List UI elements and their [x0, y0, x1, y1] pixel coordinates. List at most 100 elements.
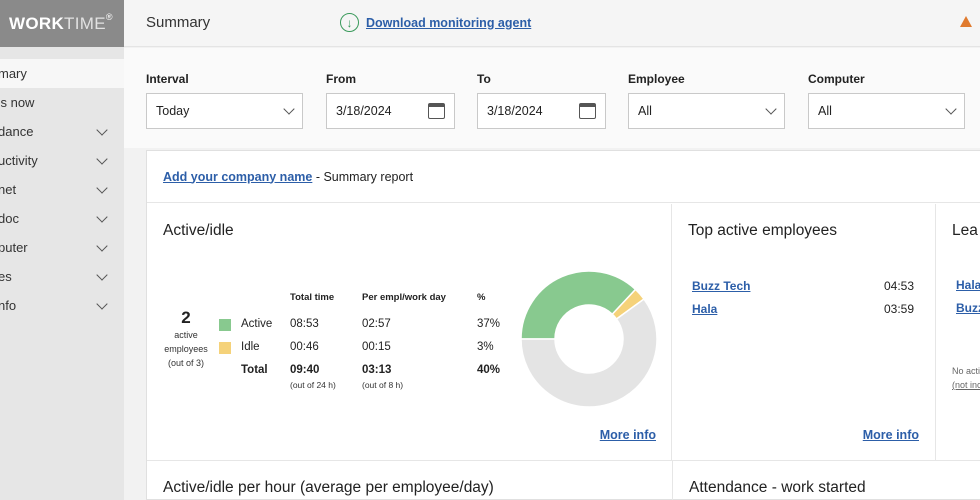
- idle-total: 00:46: [290, 341, 319, 353]
- download-agent-link[interactable]: ↓ Download monitoring agent: [340, 13, 531, 32]
- active-employees-line3: (out of 3): [167, 358, 205, 368]
- least-note-line2: (not inc: [952, 380, 980, 390]
- from-filter: From 3/18/2024: [326, 72, 455, 129]
- sidebar-item-productivity[interactable]: uctivity: [0, 146, 124, 175]
- sidebar-item-summary[interactable]: mary: [0, 59, 124, 88]
- active-idle-per-hour-title: Active/idle per hour (average per employ…: [163, 479, 494, 496]
- computer-label: Computer: [808, 72, 865, 86]
- logo-bar: WORKTIME®: [0, 0, 124, 47]
- logo-light: TIME: [64, 13, 106, 33]
- add-company-name-link[interactable]: Add your company name: [163, 169, 313, 184]
- least-active-list: Hala Buzz: [956, 274, 980, 320]
- top-active-title: Top active employees: [688, 222, 838, 239]
- least-note-line1: No acti: [952, 366, 980, 376]
- chevron-down-icon: [96, 181, 108, 194]
- employee-label: Employee: [628, 72, 685, 86]
- interval-filter: Interval Today: [146, 72, 303, 129]
- employee-link[interactable]: Hala: [956, 278, 980, 292]
- employee-value: All: [638, 104, 652, 118]
- chevron-down-icon: [283, 103, 295, 115]
- employee-time: 03:59: [883, 301, 914, 316]
- employee-select[interactable]: All: [628, 93, 785, 129]
- idle-per: 00:15: [362, 341, 391, 353]
- divider: [147, 460, 980, 461]
- filters-bar: Interval Today From 3/18/2024 To 3/18/20…: [124, 48, 980, 148]
- summary-report: Add your company name - Summary report A…: [146, 150, 980, 500]
- least-active-panel: Lea Hala Buzz No acti (not inc: [936, 204, 980, 460]
- to-date-input[interactable]: 3/18/2024: [477, 93, 606, 129]
- idle-swatch: [219, 342, 231, 354]
- total-total: 09:40: [290, 364, 320, 376]
- attendance-work-started-title: Attendance - work started: [689, 479, 866, 496]
- employee-link[interactable]: Buzz: [956, 301, 980, 315]
- header-per-empl: Per empl/work day: [362, 292, 446, 303]
- download-circle-icon: ↓: [340, 13, 359, 32]
- header-pct: %: [477, 292, 486, 303]
- interval-label: Interval: [146, 72, 189, 86]
- active-swatch: [219, 319, 231, 331]
- active-idle-more-info-link[interactable]: More info: [599, 428, 656, 442]
- active-per: 02:57: [362, 318, 391, 330]
- to-value: 3/18/2024: [487, 104, 543, 118]
- computer-select[interactable]: All: [808, 93, 965, 129]
- least-active-title: Lea: [952, 222, 978, 239]
- top-active-panel: Top active employees Buzz Tech 04:53 Hal…: [672, 204, 936, 460]
- chevron-down-icon: [96, 297, 108, 310]
- chevron-down-icon: [945, 103, 957, 115]
- sidebar-item-label: net: [0, 182, 17, 197]
- interval-select[interactable]: Today: [146, 93, 303, 129]
- sidebar-item-label: puter: [0, 240, 28, 255]
- sidebar-item-label: mary: [0, 66, 27, 81]
- employee-time: 04:53: [883, 278, 914, 293]
- least-active-note: No acti (not inc: [952, 364, 980, 392]
- header: Summary ↓ Download monitoring agent: [124, 0, 980, 47]
- sidebar-item-label: uctivity: [0, 153, 38, 168]
- report-header: Add your company name - Summary report: [147, 151, 980, 203]
- sidebar-item-attendance[interactable]: dance: [0, 117, 124, 146]
- sidebar-item-internet[interactable]: net: [0, 175, 124, 204]
- list-item: Hala 03:59: [692, 297, 914, 320]
- idle-pct: 3%: [477, 341, 494, 353]
- sidebar-item-whats-now[interactable]: 's now: [0, 88, 124, 117]
- interval-value: Today: [156, 104, 190, 118]
- calendar-icon[interactable]: [428, 103, 445, 119]
- calendar-icon[interactable]: [579, 103, 596, 119]
- sidebar-item-computer[interactable]: puter: [0, 233, 124, 262]
- sidebar-item-doc[interactable]: doc: [0, 204, 124, 233]
- employee-link[interactable]: Buzz Tech: [692, 278, 751, 293]
- sidebar-item-info[interactable]: nfo: [0, 291, 124, 320]
- donut-slice-inactive: [520, 297, 658, 408]
- computer-filter: Computer All: [808, 72, 965, 129]
- download-agent-label: Download monitoring agent: [366, 15, 532, 30]
- total-pct: 40%: [477, 364, 501, 376]
- chevron-down-icon: [96, 268, 108, 281]
- page-title: Summary: [146, 14, 211, 31]
- idle-label: Idle: [241, 341, 260, 353]
- logo[interactable]: WORKTIME®: [9, 12, 113, 34]
- to-label: To: [477, 72, 491, 86]
- sidebar-nav: mary 's now dance uctivity net doc puter…: [0, 47, 124, 320]
- top-active-more-info-link[interactable]: More info: [862, 428, 919, 442]
- active-total: 08:53: [290, 318, 319, 330]
- sidebar-item-es[interactable]: es: [0, 262, 124, 291]
- active-employees-line1: active: [174, 330, 198, 340]
- active-idle-panel: Active/idle 2 active employees (out of 3…: [147, 204, 672, 460]
- active-employees-line2: employees: [164, 344, 208, 354]
- divider: [672, 460, 673, 500]
- list-item: Buzz Tech 04:53: [692, 274, 914, 297]
- header-total-time: Total time: [290, 292, 335, 303]
- employee-link[interactable]: Hala: [692, 301, 718, 316]
- chevron-down-icon: [765, 103, 777, 115]
- total-label: Total: [241, 364, 268, 376]
- active-pct: 37%: [477, 318, 501, 330]
- active-employees-number: 2: [181, 308, 191, 327]
- from-date-input[interactable]: 3/18/2024: [326, 93, 455, 129]
- logo-bold: WORK: [9, 13, 65, 33]
- sidebar-item-label: 's now: [0, 95, 35, 110]
- active-idle-donut-chart: [520, 270, 658, 408]
- chevron-down-icon: [96, 152, 108, 165]
- from-label: From: [326, 72, 356, 86]
- warning-icon[interactable]: [960, 16, 972, 27]
- sidebar-item-label: doc: [0, 211, 19, 226]
- sidebar-item-label: dance: [0, 124, 34, 139]
